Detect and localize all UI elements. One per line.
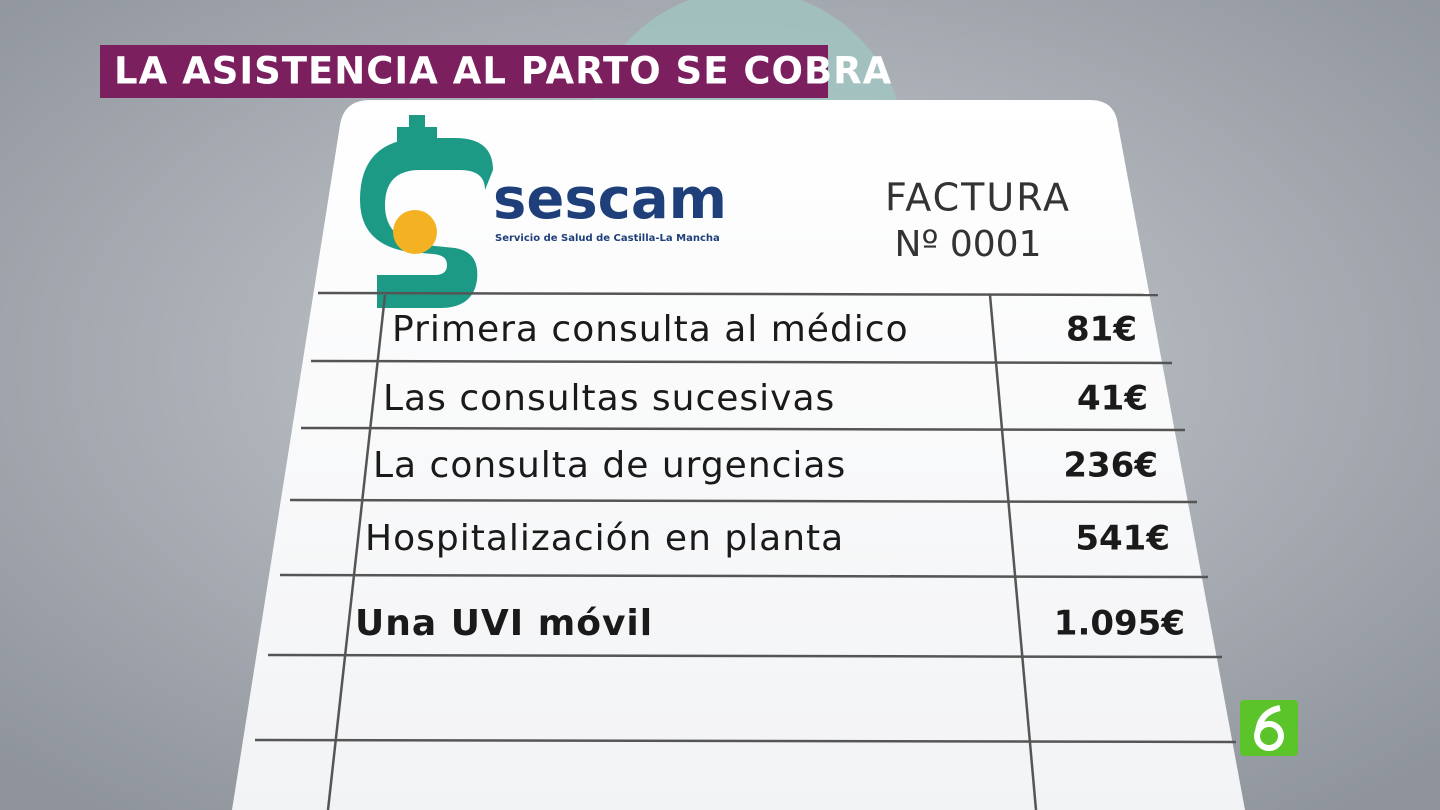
- row-label: Una UVI móvil: [355, 603, 653, 644]
- invoice-rows: Primera consulta al médico 81€ Las consu…: [355, 309, 1185, 644]
- sescam-logo: [360, 115, 493, 308]
- row-price: 41€: [1077, 379, 1148, 419]
- row-label: La consulta de urgencias: [373, 445, 846, 486]
- row-rule: [254, 738, 1237, 744]
- row-rule: [300, 426, 1186, 432]
- invoice-number: Nº 0001: [895, 224, 1042, 265]
- column-rule: [988, 294, 1038, 810]
- row-price: 541€: [1075, 519, 1170, 559]
- channel-logo-mark: [1255, 705, 1281, 733]
- invoice-title: FACTURA: [885, 176, 1071, 220]
- channel-logo: [1240, 700, 1298, 756]
- row-label: Las consultas sucesivas: [383, 378, 835, 419]
- logo-s: [360, 138, 493, 308]
- logo-name: sescam: [493, 167, 727, 232]
- row-label: Hospitalización en planta: [365, 518, 844, 559]
- channel-logo-box: [1240, 700, 1298, 756]
- banner: [100, 45, 828, 98]
- row-price: 1.095€: [1054, 604, 1185, 644]
- row-rule: [317, 291, 1159, 297]
- logo-dot: [393, 210, 437, 254]
- row-label: Primera consulta al médico: [392, 309, 909, 350]
- banner-title: LA ASISTENCIA AL PARTO SE COBRA: [114, 50, 892, 93]
- column-rule: [326, 294, 387, 810]
- row-rule: [310, 359, 1173, 365]
- row-rule: [267, 653, 1223, 659]
- invoice-paper: [232, 100, 1245, 810]
- row-price: 236€: [1063, 446, 1158, 486]
- table-rules: [254, 291, 1237, 810]
- logo-subtitle: Servicio de Salud de Castilla-La Mancha: [495, 233, 720, 244]
- channel-logo-mark: [1254, 721, 1284, 751]
- row-rule: [289, 498, 1198, 504]
- logo-cross: [409, 115, 425, 155]
- row-rule: [279, 573, 1209, 579]
- row-price: 81€: [1066, 310, 1137, 350]
